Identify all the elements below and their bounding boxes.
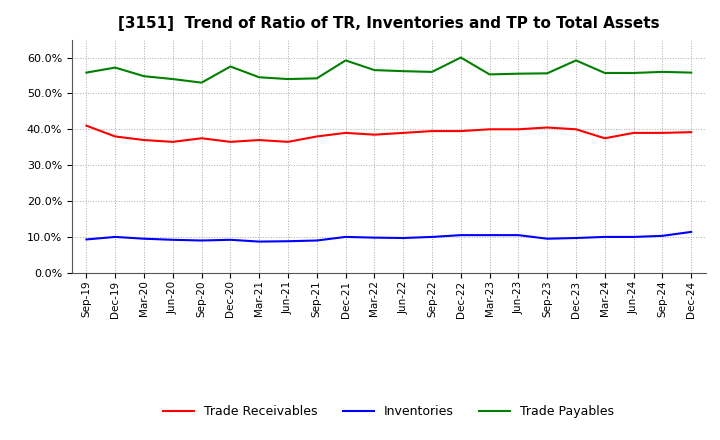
Trade Payables: [197, 80, 206, 85]
Trade Payables: [140, 73, 148, 79]
Inventories: [658, 233, 667, 238]
Trade Receivables: [629, 130, 638, 136]
Trade Payables: [284, 77, 292, 82]
Inventories: [341, 234, 350, 239]
Trade Payables: [168, 77, 177, 82]
Trade Payables: [600, 70, 609, 76]
Trade Receivables: [658, 130, 667, 136]
Inventories: [370, 235, 379, 240]
Trade Payables: [543, 71, 552, 76]
Trade Payables: [629, 70, 638, 76]
Inventories: [255, 239, 264, 244]
Legend: Trade Receivables, Inventories, Trade Payables: Trade Receivables, Inventories, Trade Pa…: [158, 400, 619, 423]
Trade Payables: [687, 70, 696, 75]
Trade Receivables: [197, 136, 206, 141]
Inventories: [428, 234, 436, 239]
Trade Receivables: [572, 127, 580, 132]
Inventories: [284, 238, 292, 244]
Trade Receivables: [312, 134, 321, 139]
Inventories: [312, 238, 321, 243]
Trade Receivables: [428, 128, 436, 134]
Inventories: [226, 237, 235, 242]
Trade Receivables: [168, 139, 177, 144]
Inventories: [600, 234, 609, 239]
Inventories: [543, 236, 552, 242]
Inventories: [140, 236, 148, 242]
Trade Receivables: [140, 137, 148, 143]
Inventories: [629, 234, 638, 239]
Trade Receivables: [456, 128, 465, 134]
Trade Receivables: [341, 130, 350, 136]
Trade Payables: [514, 71, 523, 76]
Line: Inventories: Inventories: [86, 232, 691, 242]
Trade Payables: [572, 58, 580, 63]
Inventories: [168, 237, 177, 242]
Line: Trade Receivables: Trade Receivables: [86, 126, 691, 142]
Inventories: [514, 232, 523, 238]
Trade Receivables: [82, 123, 91, 128]
Inventories: [82, 237, 91, 242]
Trade Payables: [658, 69, 667, 74]
Trade Receivables: [255, 137, 264, 143]
Trade Receivables: [543, 125, 552, 130]
Trade Payables: [341, 58, 350, 63]
Trade Payables: [111, 65, 120, 70]
Inventories: [572, 235, 580, 241]
Trade Receivables: [514, 127, 523, 132]
Trade Payables: [226, 64, 235, 69]
Line: Trade Payables: Trade Payables: [86, 58, 691, 83]
Inventories: [399, 235, 408, 241]
Trade Receivables: [226, 139, 235, 144]
Trade Receivables: [284, 139, 292, 144]
Inventories: [111, 234, 120, 239]
Trade Payables: [370, 67, 379, 73]
Trade Payables: [312, 76, 321, 81]
Trade Payables: [456, 55, 465, 60]
Trade Receivables: [399, 130, 408, 136]
Inventories: [197, 238, 206, 243]
Inventories: [687, 229, 696, 235]
Trade Payables: [399, 69, 408, 74]
Title: [3151]  Trend of Ratio of TR, Inventories and TP to Total Assets: [3151] Trend of Ratio of TR, Inventories…: [118, 16, 660, 32]
Trade Payables: [255, 75, 264, 80]
Trade Payables: [82, 70, 91, 75]
Trade Payables: [485, 72, 494, 77]
Trade Receivables: [370, 132, 379, 137]
Inventories: [456, 232, 465, 238]
Trade Receivables: [687, 129, 696, 135]
Inventories: [485, 232, 494, 238]
Trade Receivables: [485, 127, 494, 132]
Trade Receivables: [111, 134, 120, 139]
Trade Receivables: [600, 136, 609, 141]
Trade Payables: [428, 69, 436, 74]
